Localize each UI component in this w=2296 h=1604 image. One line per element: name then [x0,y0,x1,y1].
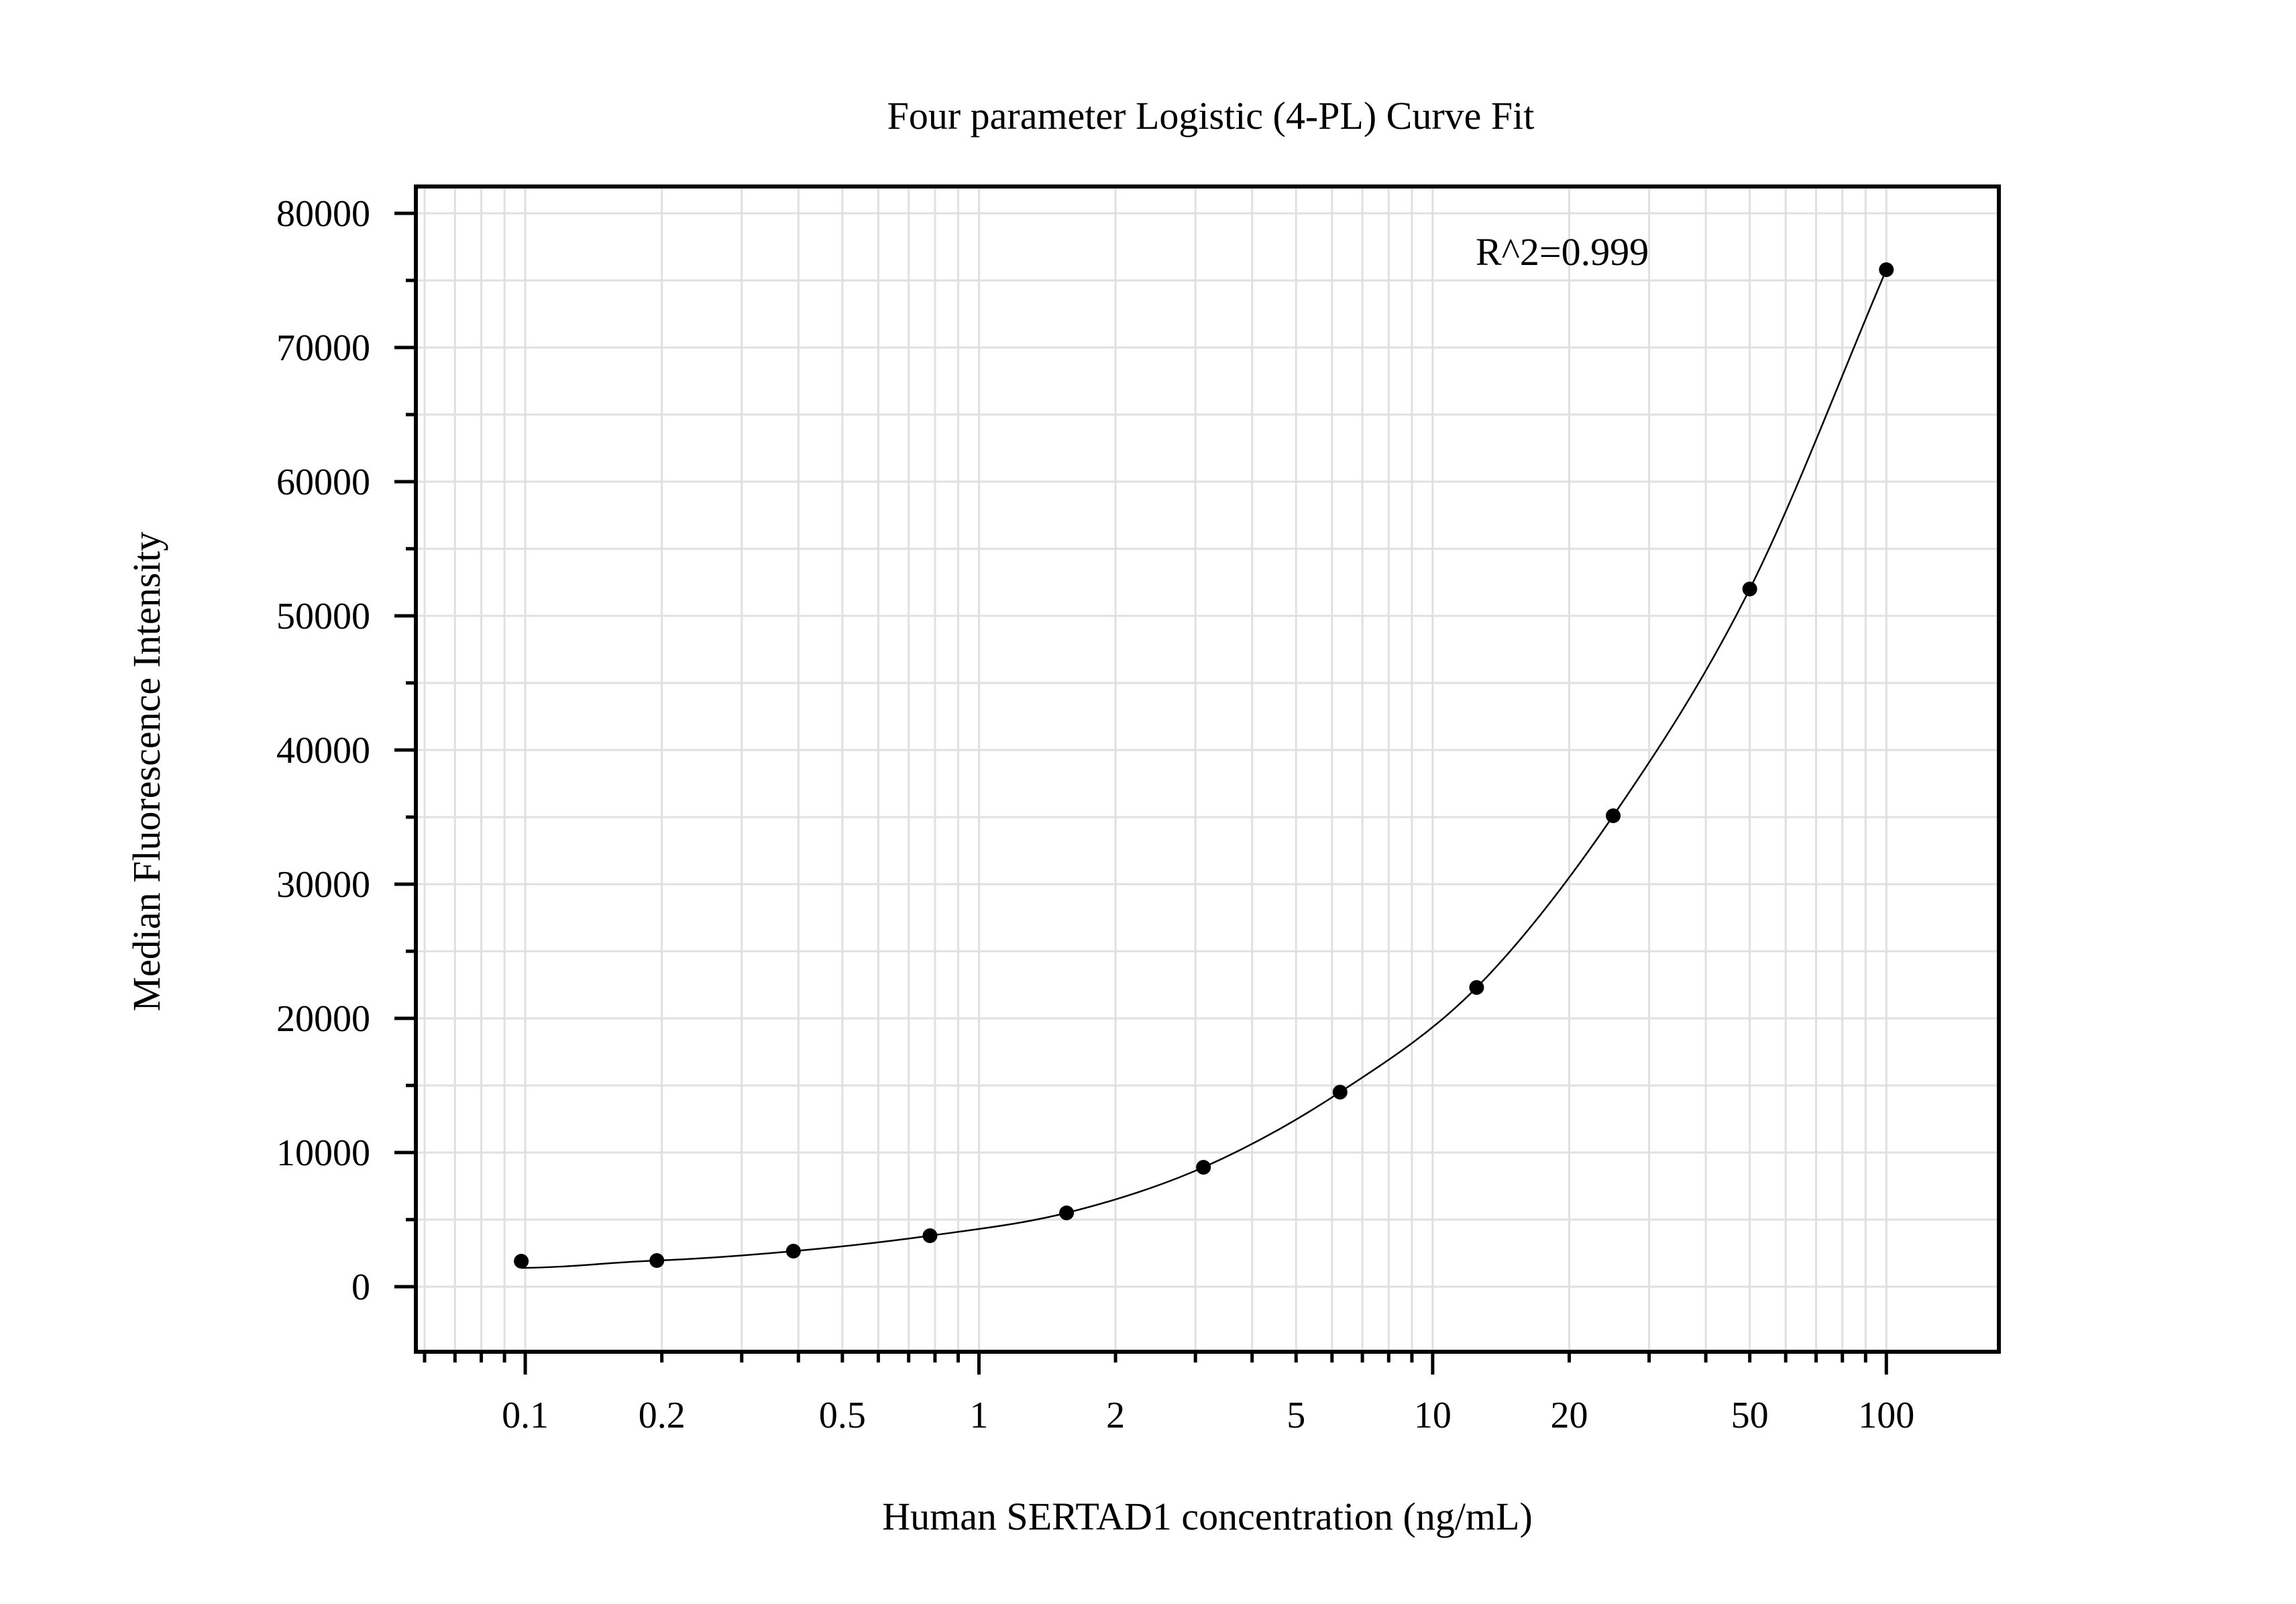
y-axis-ticks: 0 10000 20000 30000 40000 50000 60000 70000 8000… [276,193,416,1308]
y-tick-label: 0 [351,1267,370,1308]
data-point [1469,980,1484,995]
data-point [1879,262,1894,277]
x-tick-label: 10 [1414,1395,1452,1436]
data-point [514,1254,529,1269]
x-tick-label: 2 [1106,1395,1125,1436]
y-tick-label: 30000 [276,864,370,906]
data-point [1606,808,1621,823]
x-tick-label: 0.5 [819,1395,866,1436]
y-tick-label: 80000 [276,193,370,235]
r-squared-annotation: R^2=0.999 [1476,230,1649,274]
data-point [1742,582,1757,596]
y-tick-label: 10000 [276,1132,370,1174]
plot-frame [414,184,2001,1354]
fit-curve [521,269,1888,1269]
chart-title: Four parameter Logistic (4-PL) Curve Fit [887,94,1535,138]
x-tick-label: 0.2 [639,1395,686,1436]
y-tick-label: 60000 [276,462,370,503]
x-tick-label: 100 [1858,1395,1914,1436]
x-tick-label: 20 [1550,1395,1588,1436]
x-tick-label: 50 [1731,1395,1769,1436]
x-axis-label: Human SERTAD1 concentration (ng/mL) [882,1495,1533,1538]
data-point [1059,1206,1075,1220]
data-points [514,262,1894,1269]
data-point [649,1253,665,1268]
grid-lines [416,186,1999,1352]
data-point [1332,1085,1348,1100]
x-tick-label: 1 [969,1395,988,1436]
x-axis-ticks: 0.1 0.2 0.5 1 2 5 10 20 50 100 [423,1352,1914,1436]
fit-curve-path [521,269,1888,1269]
data-point [1196,1160,1211,1175]
y-tick-label: 40000 [276,730,370,771]
data-point [922,1228,938,1243]
y-axis-label: Median Fluorescence Intensity [125,531,168,1011]
x-tick-label: 5 [1287,1395,1305,1436]
x-tick-label: 0.1 [502,1395,549,1436]
y-tick-label: 70000 [276,327,370,369]
y-tick-label: 20000 [276,998,370,1040]
y-tick-label: 50000 [276,596,370,637]
data-point [785,1244,801,1259]
